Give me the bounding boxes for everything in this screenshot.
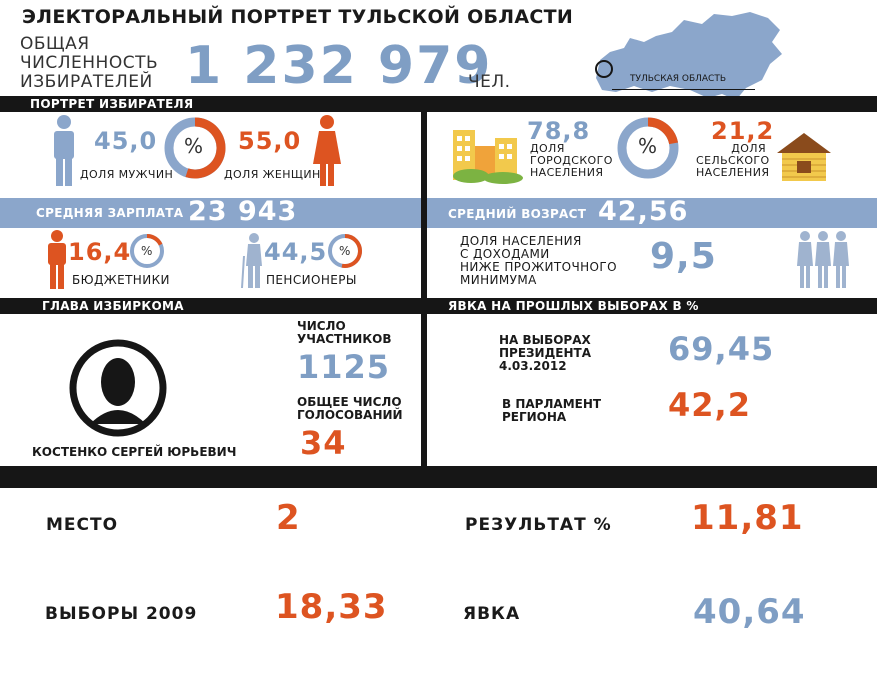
president-label-line1: НА ВЫБОРАХ [499, 333, 591, 347]
gender-ring [164, 117, 226, 179]
parliament-label-line1: В ПАРЛАМЕНТ [502, 397, 602, 411]
person-silhouette-icon [69, 339, 167, 437]
poverty-label-line4: МИНИМУМА [460, 273, 537, 287]
participants-label-line1: ЧИСЛО [297, 319, 346, 333]
rural-label-line1: ДОЛЯ [731, 142, 766, 155]
poverty-label: ДОЛЯ НАСЕЛЕНИЯ С ДОХОДАМИ НИЖЕ ПРОЖИТОЧН… [460, 235, 617, 287]
house-icon [777, 133, 831, 181]
portrait-header-bar [0, 96, 877, 112]
salary-label: СРЕДНЯЯ ЗАРПЛАТА [36, 206, 184, 220]
pensioners-value: 44,5 [264, 238, 328, 266]
map-marker [595, 60, 613, 78]
russia-map [596, 12, 782, 100]
head-header: ГЛАВА ИЗБИРКОМА [42, 299, 184, 313]
results-section [0, 488, 877, 700]
urban-ring [617, 117, 679, 179]
urban-label: ДОЛЯ ГОРОДСКОГО НАСЕЛЕНИЯ [530, 143, 613, 179]
voters-label: ОБЩАЯ ЧИСЛЕННОСТЬ ИЗБИРАТЕЛЕЙ [20, 35, 158, 92]
president-label: НА ВЫБОРАХ ПРЕЗИДЕНТА 4.03.2012 [499, 334, 591, 373]
turnout-2009-value: 40,64 [693, 592, 806, 632]
pensioners-label: ПЕНСИОНЕРЫ [266, 273, 357, 287]
salary-age-bar [0, 198, 877, 228]
poverty-value: 9,5 [650, 236, 717, 277]
budget-ring-percent: % [141, 244, 153, 258]
worker-icon [48, 230, 66, 289]
rural-value: 21,2 [711, 117, 775, 145]
divider-vertical-middle [421, 228, 427, 298]
woman-icon [313, 115, 341, 186]
poverty-label-line1: ДОЛЯ НАСЕЛЕНИЯ [460, 234, 582, 248]
president-label-line2: ПРЕЗИДЕНТА [499, 346, 592, 360]
portrait-header: ПОРТРЕТ ИЗБИРАТЕЛЯ [30, 97, 194, 111]
place-label: МЕСТО [46, 515, 119, 535]
budget-ring [130, 233, 164, 268]
participants-label: ЧИСЛО УЧАСТНИКОВ [297, 320, 391, 346]
men-label: ДОЛЯ МУЖЧИН [80, 168, 174, 181]
elections-2009-value: 18,33 [275, 587, 388, 627]
president-label-line3: 4.03.2012 [499, 359, 567, 373]
divider-vertical-lower [421, 314, 427, 466]
head-name: КОСТЕНКО СЕРГЕЙ ЮРЬЕВИЧ [32, 445, 237, 459]
votes-value: 34 [300, 424, 347, 462]
divider-vertical-upper [421, 112, 427, 198]
votes-label-line2: ГОЛОСОВАНИЙ [297, 408, 403, 422]
voters-label-line3: ИЗБИРАТЕЛЕЙ [20, 72, 153, 92]
parliament-label: В ПАРЛАМЕНТ РЕГИОНА [502, 398, 601, 424]
elections-2009-label: ВЫБОРЫ 2009 [45, 604, 198, 624]
men-value: 45,0 [94, 127, 158, 155]
result-label: РЕЗУЛЬТАТ % [465, 515, 612, 535]
parliament-label-line2: РЕГИОНА [502, 410, 567, 424]
participants-value: 1125 [297, 348, 391, 386]
budget-label: БЮДЖЕТНИКИ [72, 273, 170, 287]
parliament-value: 42,2 [668, 386, 751, 424]
result-value: 11,81 [691, 498, 804, 538]
rural-label: ДОЛЯ СЕЛЬСКОГО НАСЕЛЕНИЯ [696, 142, 770, 179]
poverty-label-line3: НИЖЕ ПРОЖИТОЧНОГО [460, 260, 617, 274]
president-value: 69,45 [668, 330, 775, 368]
pensioners-ring-percent: % [339, 244, 351, 258]
participants-label-line2: УЧАСТНИКОВ [297, 332, 392, 346]
turnout-header: ЯВКА НА ПРОШЛЫХ ВЫБОРАХ В % [448, 299, 699, 313]
head-turnout-header-bar [0, 298, 877, 314]
rural-label-line2: СЕЛЬСКОГО [696, 154, 770, 167]
elderly-group-icon [797, 231, 849, 288]
urban-label-line2: ГОРОДСКОГО [530, 154, 613, 167]
place-value: 2 [276, 498, 301, 538]
voters-value: 1 232 979 [185, 36, 493, 96]
map-pointer-line [612, 89, 755, 90]
pensioners-ring [328, 234, 362, 268]
gender-ring-percent: % [184, 134, 204, 158]
women-value: 55,0 [238, 127, 302, 155]
city-icon [453, 130, 523, 184]
voters-label-line1: ОБЩАЯ [20, 34, 90, 54]
votes-label-line1: ОБЩЕЕ ЧИСЛО [297, 395, 402, 409]
voters-label-line2: ЧИСЛЕННОСТЬ [20, 53, 159, 73]
turnout-2009-label: ЯВКА [463, 604, 521, 624]
urban-value: 78,8 [527, 117, 591, 145]
divider-vertical-bar [421, 198, 427, 228]
urban-label-line1: ДОЛЯ [530, 142, 565, 155]
urban-ring-percent: % [638, 134, 658, 158]
urban-label-line3: НАСЕЛЕНИЯ [530, 166, 604, 179]
rural-label-line3: НАСЕЛЕНИЯ [696, 166, 770, 179]
age-label: СРЕДНИЙ ВОЗРАСТ [448, 207, 587, 221]
women-label: ДОЛЯ ЖЕНЩИН [224, 168, 321, 181]
voters-unit: ЧЕЛ. [468, 72, 511, 92]
age-value: 42,56 [598, 196, 689, 227]
page-title: ЭЛЕКТОРАЛЬНЫЙ ПОРТРЕТ ТУЛЬСКОЙ ОБЛАСТИ [22, 6, 574, 28]
budget-value: 16,4 [68, 238, 132, 266]
salary-value: 23 943 [188, 196, 298, 227]
poverty-label-line2: С ДОХОДАМИ [460, 247, 550, 261]
elder-icon [241, 233, 262, 288]
votes-label: ОБЩЕЕ ЧИСЛО ГОЛОСОВАНИЙ [297, 396, 403, 422]
man-icon [54, 115, 74, 186]
bottom-separator-bar [0, 466, 877, 488]
map-region-label: ТУЛЬСКАЯ ОБЛАСТЬ [630, 74, 727, 84]
